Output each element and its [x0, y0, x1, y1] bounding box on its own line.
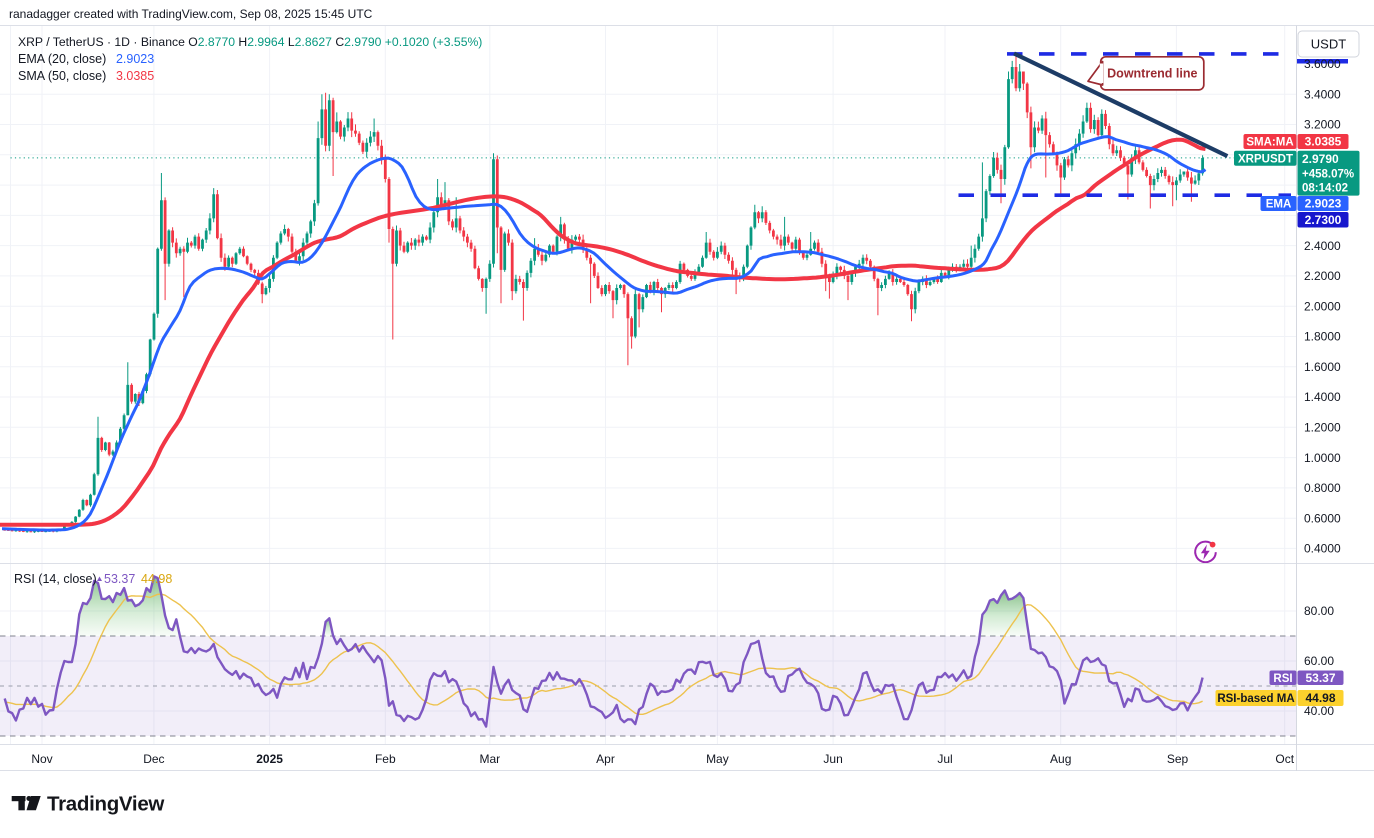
svg-text:08:14:02: 08:14:02 — [1302, 183, 1348, 195]
svg-text:3.2000: 3.2000 — [1304, 118, 1341, 132]
svg-text:0.8000: 0.8000 — [1304, 481, 1341, 495]
svg-text:2.9023: 2.9023 — [1305, 197, 1342, 211]
svg-text:SMA:MA: SMA:MA — [1246, 137, 1293, 149]
svg-text:Feb: Feb — [375, 752, 396, 766]
svg-text:44.98: 44.98 — [1305, 691, 1335, 705]
svg-text:3.0385: 3.0385 — [1305, 135, 1342, 149]
svg-text:Sep: Sep — [1167, 752, 1189, 766]
svg-text:XRP / TetherUS · 1D · Binance: XRP / TetherUS · 1D · Binance O2.8770 H2… — [18, 35, 482, 49]
svg-text:1.2000: 1.2000 — [1304, 421, 1341, 435]
svg-text:Dec: Dec — [143, 752, 164, 766]
svg-text:3.4000: 3.4000 — [1304, 87, 1341, 101]
svg-text:RSI-based MA: RSI-based MA — [1217, 693, 1294, 705]
svg-text:Downtrend line: Downtrend line — [1107, 67, 1197, 81]
svg-text:1.6000: 1.6000 — [1304, 360, 1341, 374]
svg-text:Apr: Apr — [596, 752, 615, 766]
svg-text:1.8000: 1.8000 — [1304, 330, 1341, 344]
svg-text:2025: 2025 — [256, 752, 283, 766]
svg-text:60.00: 60.00 — [1304, 654, 1334, 668]
svg-text:SMA (50, close) 3.0385: SMA (50, close) 3.0385 — [18, 69, 154, 83]
svg-text:1.4000: 1.4000 — [1304, 390, 1341, 404]
svg-text:1.0000: 1.0000 — [1304, 451, 1341, 465]
svg-text:Oct: Oct — [1275, 752, 1294, 766]
svg-text:53.37: 53.37 — [1305, 671, 1335, 685]
svg-text:0.6000: 0.6000 — [1304, 511, 1341, 525]
svg-text:2.0000: 2.0000 — [1304, 299, 1341, 313]
svg-text:EMA: EMA — [1266, 199, 1292, 211]
svg-text:Nov: Nov — [31, 752, 52, 766]
svg-text:RSI (14, close): RSI (14, close) — [14, 572, 97, 586]
svg-text:Aug: Aug — [1050, 752, 1071, 766]
svg-text:RSI: RSI — [1273, 673, 1292, 685]
svg-text:May: May — [706, 752, 729, 766]
svg-text:2.4000: 2.4000 — [1304, 239, 1341, 253]
svg-text:USDT: USDT — [1311, 37, 1346, 52]
svg-text:ranadagger created with Tradin: ranadagger created with TradingView.com,… — [9, 7, 373, 21]
svg-text:2.7300: 2.7300 — [1305, 213, 1342, 227]
svg-text:2.2000: 2.2000 — [1304, 269, 1341, 283]
svg-text:2.9790: 2.9790 — [1302, 152, 1339, 166]
svg-text:44.98: 44.98 — [141, 572, 172, 586]
svg-text:+458.07%: +458.07% — [1302, 169, 1354, 181]
svg-text:EMA (20, close) 2.9023: EMA (20, close) 2.9023 — [18, 52, 154, 66]
svg-text:3.6000: 3.6000 — [1304, 57, 1341, 71]
svg-text:0.4000: 0.4000 — [1304, 542, 1341, 556]
svg-text:TradingView: TradingView — [47, 793, 164, 816]
svg-text:Jun: Jun — [823, 752, 842, 766]
svg-text:40.00: 40.00 — [1304, 704, 1334, 718]
svg-text:Jul: Jul — [937, 752, 952, 766]
svg-text:53.37: 53.37 — [104, 572, 135, 586]
svg-text:Mar: Mar — [479, 752, 500, 766]
svg-text:80.00: 80.00 — [1304, 604, 1334, 618]
svg-text:XRPUSDT: XRPUSDT — [1238, 154, 1293, 166]
